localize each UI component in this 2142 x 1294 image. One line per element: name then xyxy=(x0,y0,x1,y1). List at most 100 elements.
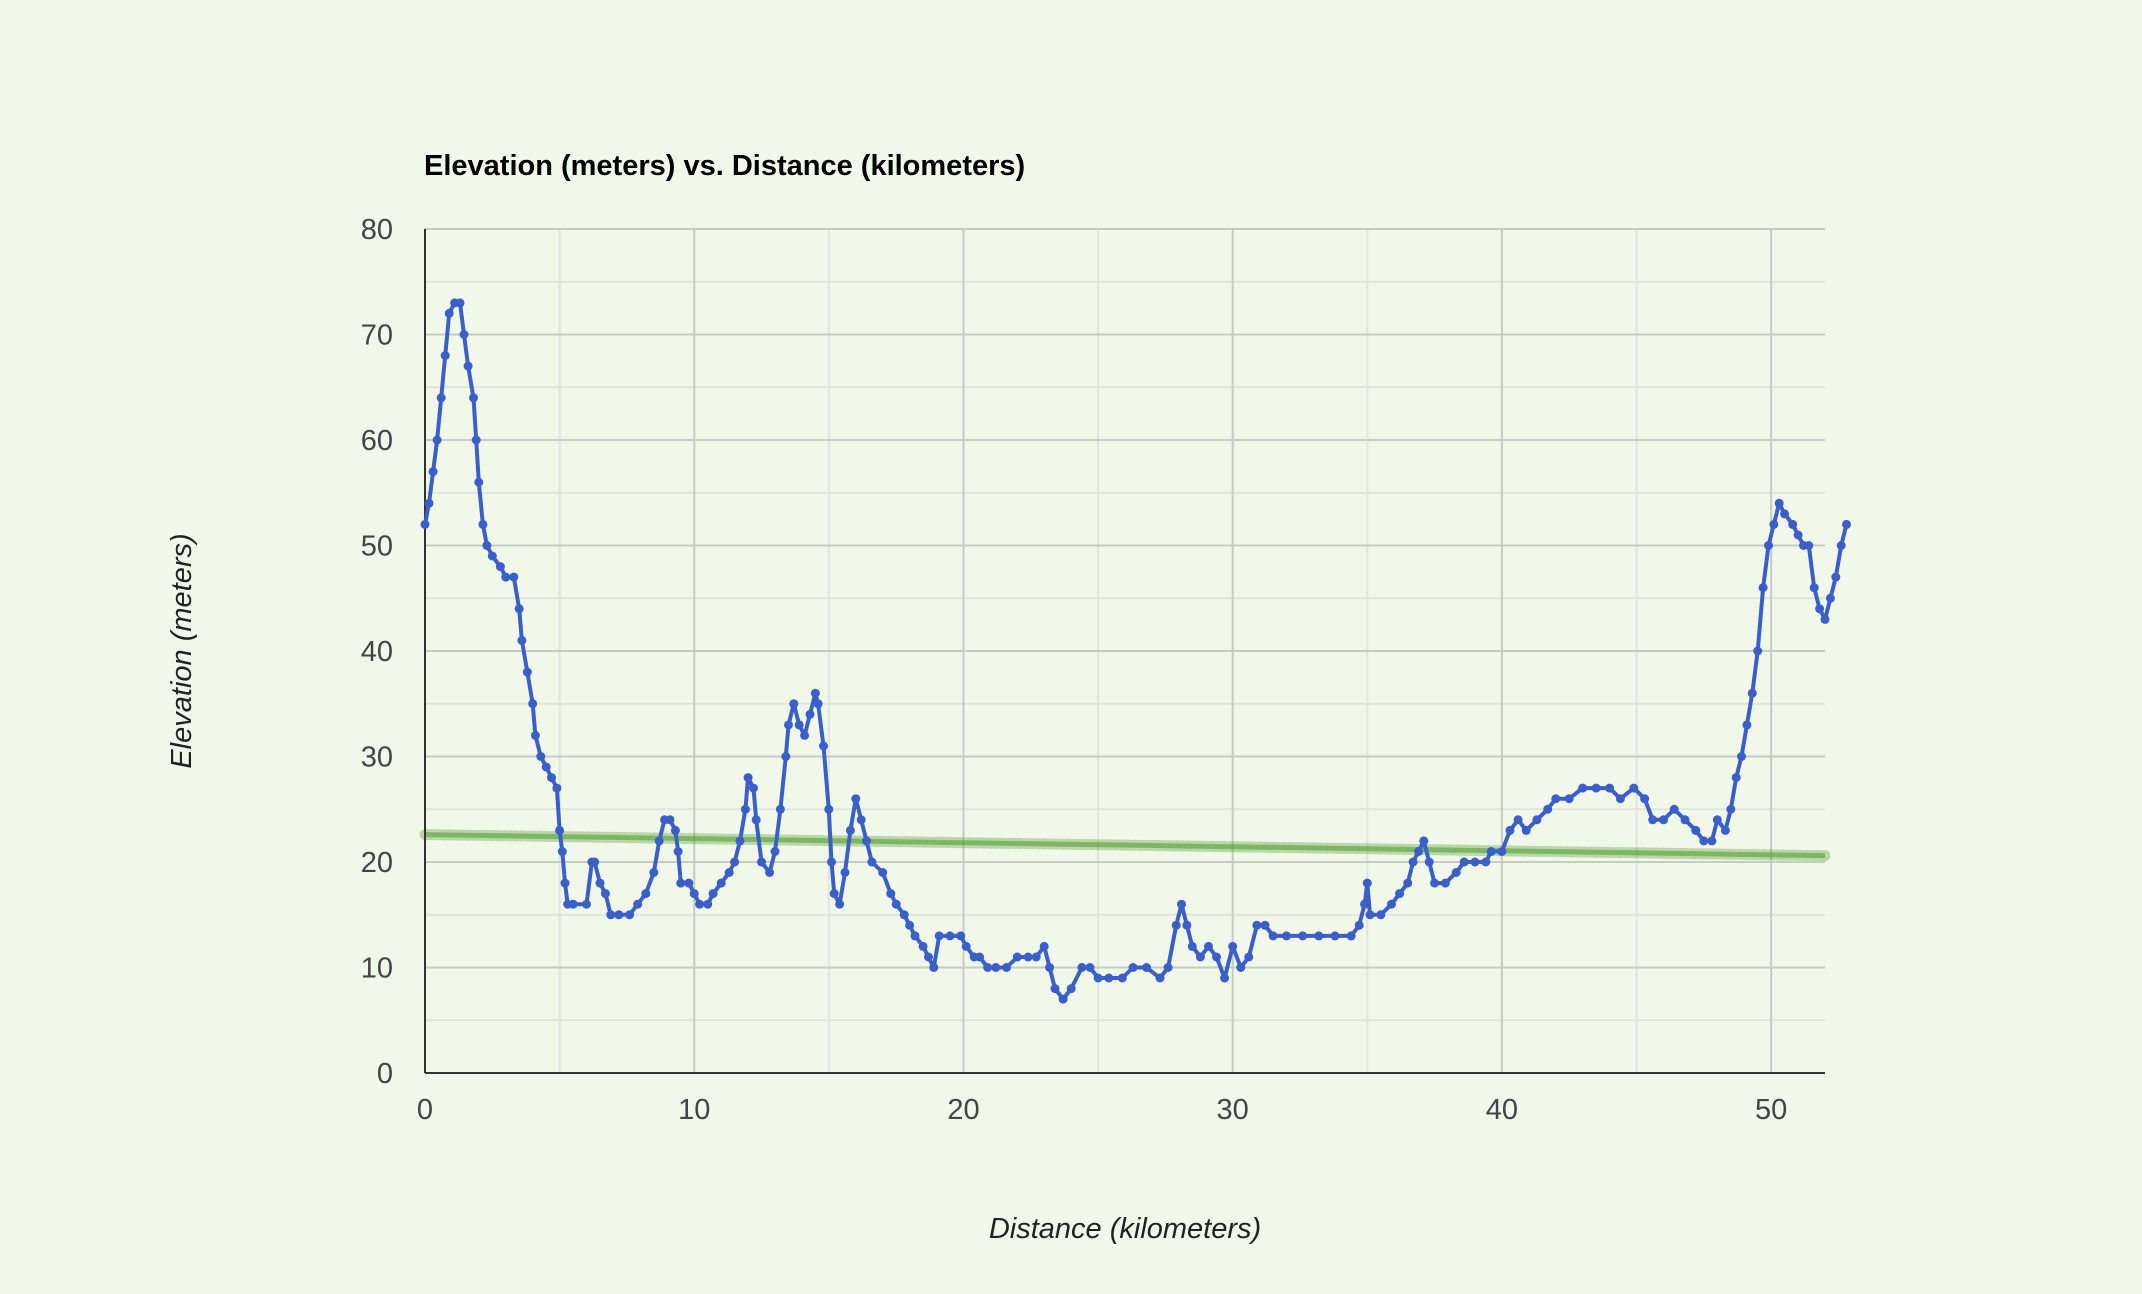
data-point xyxy=(1440,878,1450,888)
data-point xyxy=(528,699,538,709)
data-point xyxy=(1163,963,1173,972)
data-point xyxy=(1470,857,1480,867)
data-point xyxy=(1314,931,1324,941)
data-point xyxy=(633,899,643,909)
data-point xyxy=(1395,889,1405,899)
data-point xyxy=(1419,836,1429,846)
data-point xyxy=(1459,857,1469,867)
data-point xyxy=(428,467,438,477)
data-point xyxy=(1252,920,1262,930)
data-point xyxy=(1451,868,1461,877)
data-point xyxy=(1260,920,1270,930)
data-point xyxy=(1629,783,1639,793)
data-point xyxy=(1481,857,1491,867)
data-point xyxy=(641,889,651,899)
data-point xyxy=(1244,952,1254,962)
data-point xyxy=(819,741,828,751)
data-point xyxy=(1780,509,1790,519)
data-point xyxy=(582,899,591,909)
data-point xyxy=(703,899,713,909)
data-point xyxy=(800,730,810,740)
data-point xyxy=(886,889,896,899)
x-tick-label: 10 xyxy=(678,1094,710,1126)
data-point xyxy=(684,878,694,888)
data-point xyxy=(541,762,551,772)
data-point xyxy=(1726,804,1736,814)
data-point xyxy=(757,857,766,867)
data-point xyxy=(1104,973,1114,983)
data-point xyxy=(530,730,540,740)
series-layer xyxy=(420,298,1851,1004)
data-point xyxy=(560,878,570,888)
data-point xyxy=(1228,941,1238,951)
data-point xyxy=(695,899,705,909)
data-point xyxy=(1648,815,1658,825)
data-point xyxy=(509,572,519,582)
y-tick-label: 30 xyxy=(361,742,393,774)
data-point xyxy=(910,931,920,941)
data-point xyxy=(482,541,492,550)
data-point xyxy=(924,952,933,962)
data-point xyxy=(878,868,888,877)
data-point xyxy=(522,667,532,677)
data-point xyxy=(961,941,971,951)
data-point xyxy=(1551,794,1561,804)
data-point xyxy=(1236,963,1246,972)
data-point xyxy=(929,963,939,972)
data-point xyxy=(1142,963,1151,972)
data-point xyxy=(891,899,901,909)
data-point xyxy=(1605,783,1615,793)
data-point xyxy=(1012,952,1022,962)
data-point xyxy=(424,498,434,508)
data-point xyxy=(463,361,473,371)
data-point xyxy=(867,857,877,867)
data-point xyxy=(1376,910,1386,920)
data-point xyxy=(1424,857,1434,867)
data-point xyxy=(514,604,524,614)
data-point xyxy=(665,815,675,825)
data-point xyxy=(743,773,753,783)
data-point xyxy=(654,836,664,846)
data-point xyxy=(862,836,871,846)
y-tick-label: 0 xyxy=(377,1058,393,1090)
data-point xyxy=(1387,899,1396,909)
data-point xyxy=(689,889,699,899)
data-point xyxy=(1831,572,1841,582)
data-point xyxy=(1564,794,1574,804)
data-point xyxy=(1031,952,1041,962)
data-point xyxy=(1117,973,1127,983)
data-point xyxy=(1691,825,1701,835)
data-point xyxy=(1820,614,1830,624)
data-point xyxy=(517,636,527,645)
data-point xyxy=(455,298,465,308)
data-point xyxy=(824,804,834,814)
data-point xyxy=(775,804,785,814)
data-point xyxy=(827,857,836,867)
data-point xyxy=(1669,804,1679,814)
data-point xyxy=(1680,815,1690,825)
data-point xyxy=(1615,794,1625,804)
data-point xyxy=(1362,878,1372,888)
data-point xyxy=(1195,952,1205,962)
data-point xyxy=(805,709,815,719)
data-point xyxy=(1842,519,1851,529)
data-point xyxy=(432,435,442,445)
data-point xyxy=(1707,836,1717,846)
data-point xyxy=(1330,931,1340,941)
data-point xyxy=(1788,519,1798,529)
data-point xyxy=(1737,752,1746,761)
data-point xyxy=(765,868,775,877)
data-point xyxy=(794,720,804,730)
data-point xyxy=(840,868,850,877)
gridlines xyxy=(425,228,1825,1073)
data-point xyxy=(1058,994,1068,1004)
data-point xyxy=(606,910,616,920)
data-point xyxy=(1747,688,1757,698)
y-tick-label: 10 xyxy=(361,953,393,985)
data-point xyxy=(1521,825,1531,835)
data-point xyxy=(436,393,446,403)
x-tick-label: 20 xyxy=(947,1094,979,1126)
data-point xyxy=(1659,815,1668,825)
data-point xyxy=(934,931,944,941)
